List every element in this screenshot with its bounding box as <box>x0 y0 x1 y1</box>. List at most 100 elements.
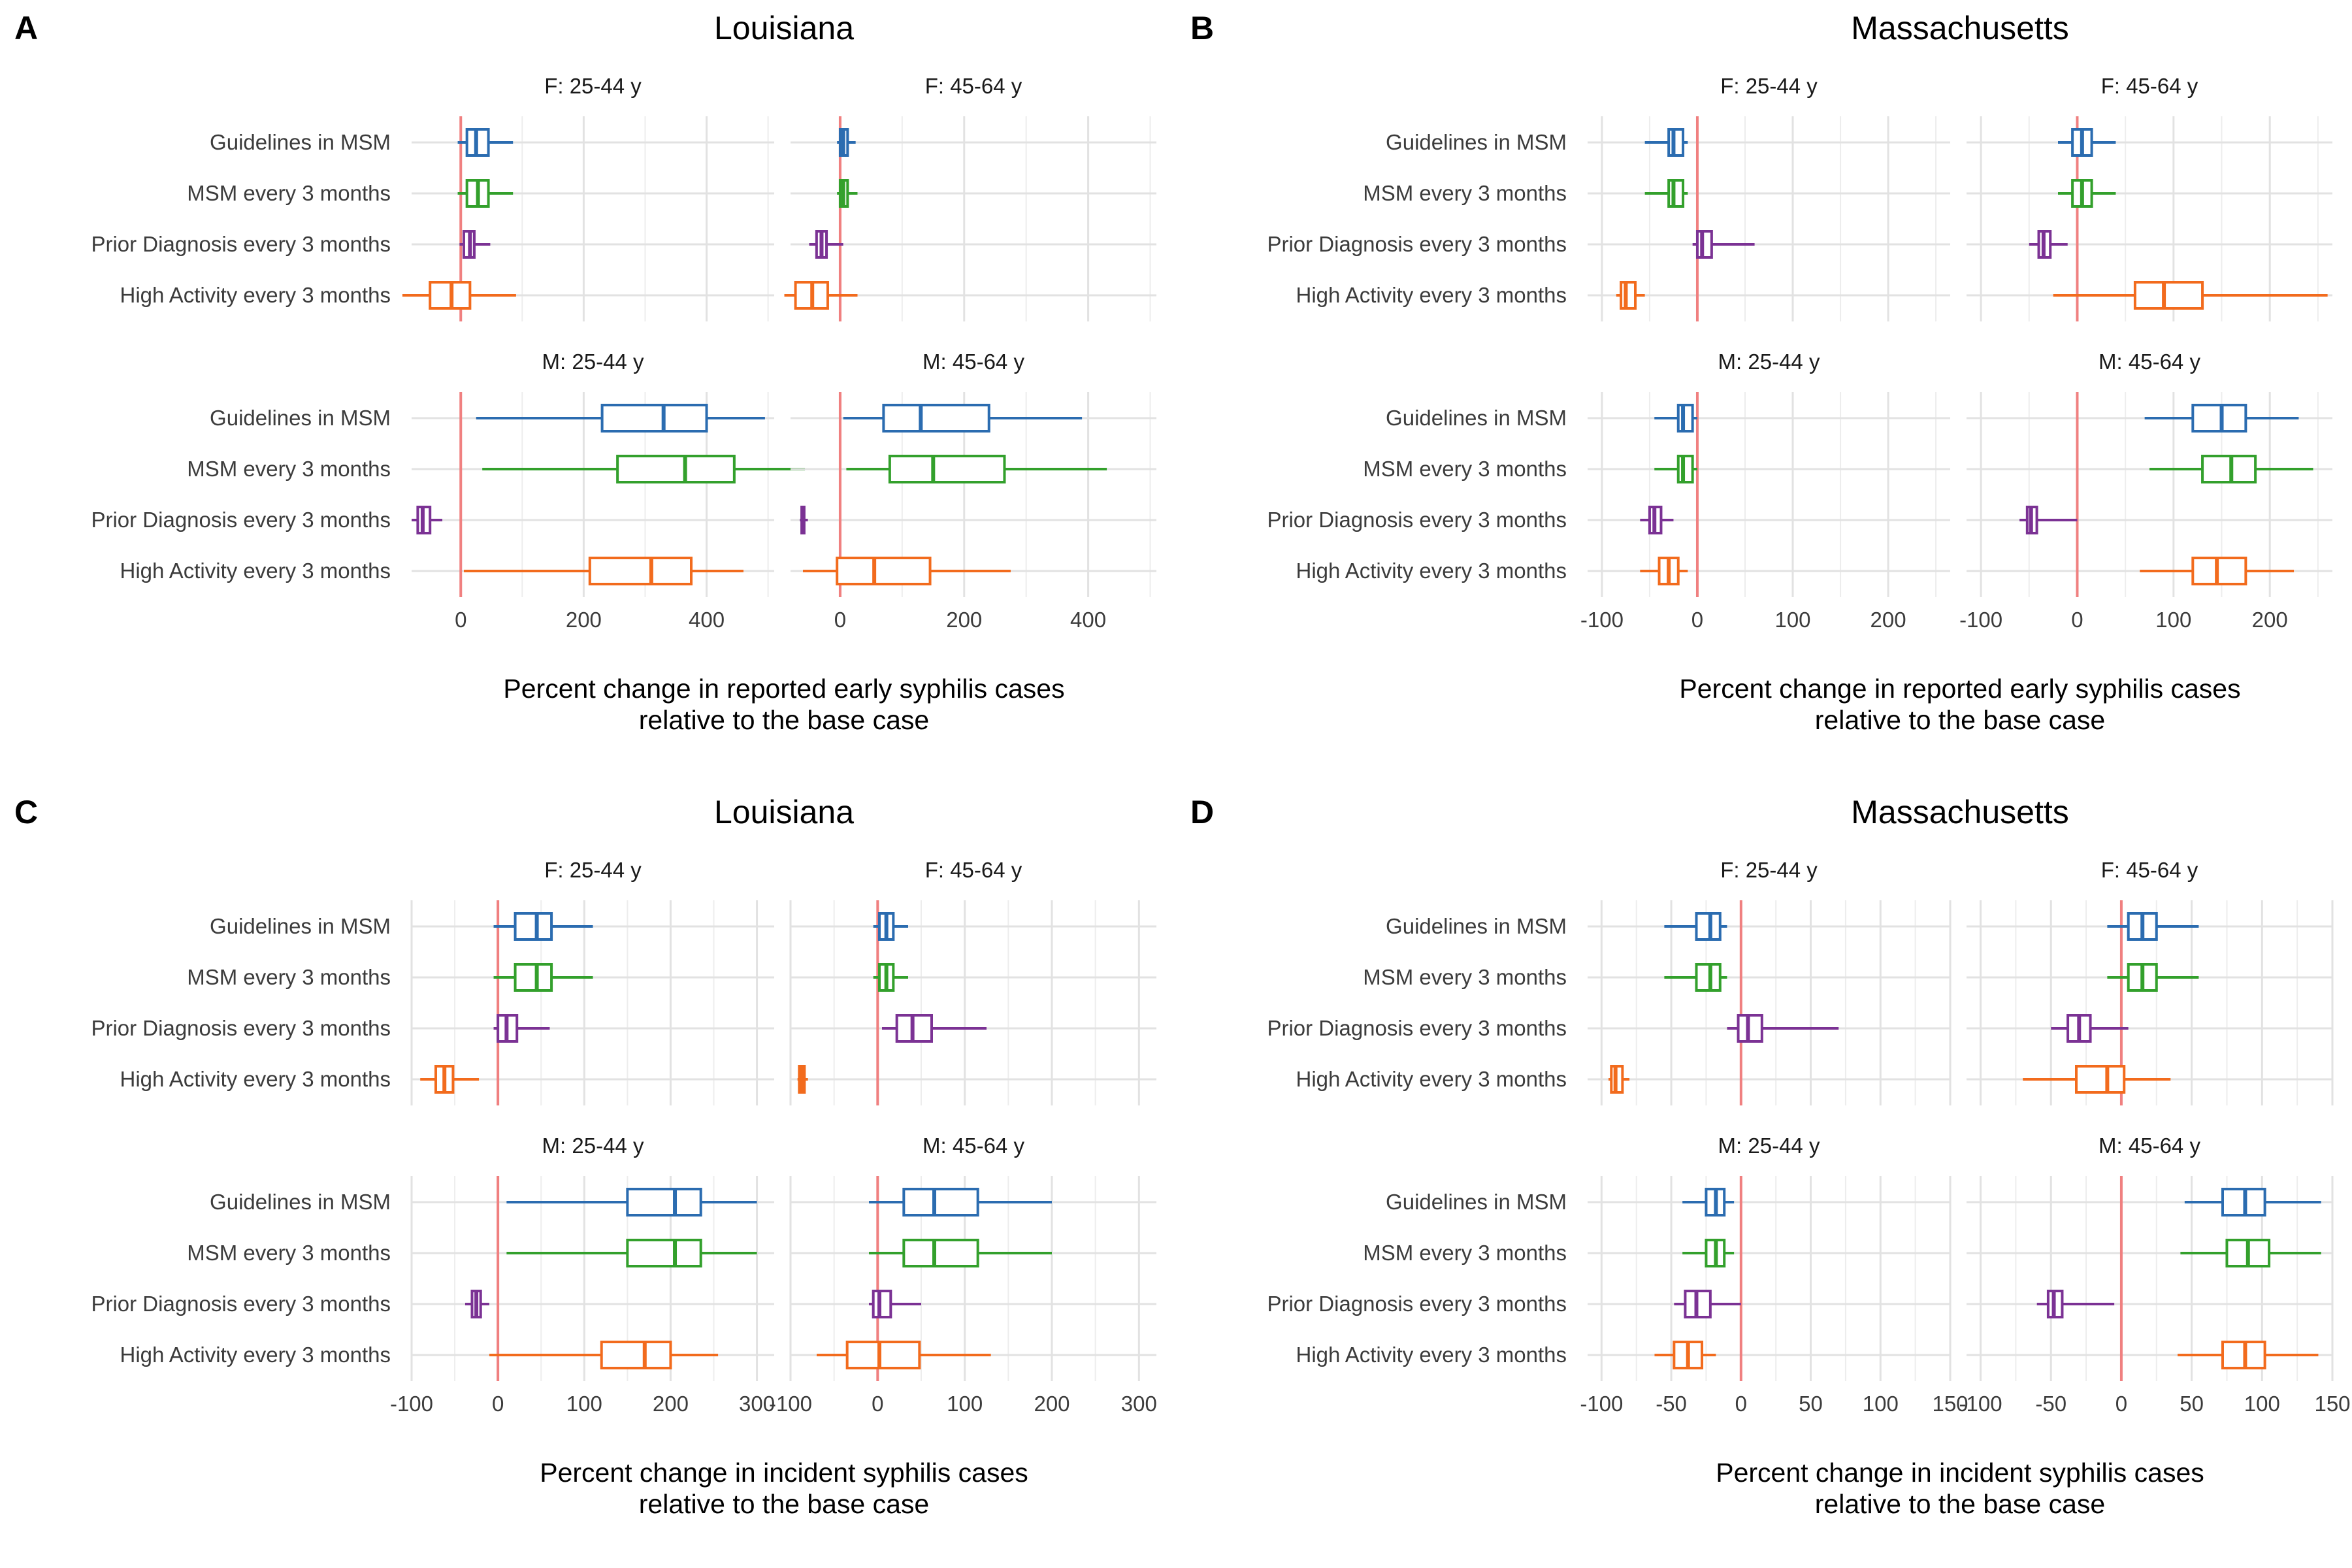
box-iqr <box>1676 404 1694 433</box>
boxplot-mark <box>412 506 443 534</box>
box-iqr <box>888 455 1006 483</box>
boxplot-mark <box>784 281 858 310</box>
facet: F: 45-64 y <box>1967 74 2332 321</box>
boxplot-mark <box>2029 230 2068 259</box>
facet: F: 25-44 y Guidelines in MSM MSM every 3 m… <box>91 858 774 1105</box>
boxplot-mark <box>2107 963 2199 992</box>
boxplot-mark <box>2058 128 2116 157</box>
boxplot-mark <box>802 557 1011 585</box>
boxplot-mark <box>457 179 514 208</box>
box-iqr <box>1737 1014 1763 1043</box>
boxplot-mark <box>1664 912 1727 941</box>
panel-d: D Massachusetts F: 25-44 y Guidelines in MS… <box>1190 794 2351 1519</box>
category-label: High Activity every 3 months <box>1296 1067 1567 1091</box>
facet: M: 45-64 y 0 200 400 <box>791 350 1156 632</box>
x-tick-label: -50 <box>1656 1392 1687 1416</box>
x-tick-label: 200 <box>653 1392 689 1416</box>
boxplot-mark <box>506 1188 757 1217</box>
box-iqr <box>1667 179 1685 208</box>
boxplot-mark <box>420 1065 480 1094</box>
boxplot-mark <box>476 404 765 433</box>
x-tick-label: -100 <box>1959 608 2002 632</box>
x-tick-label: -100 <box>769 1392 812 1416</box>
x-tick-label: 0 <box>2115 1392 2127 1416</box>
facet: F: 25-44 y Guidelines in MSM MSM every 3 m… <box>1267 74 1950 321</box>
x-tick-label: 0 <box>492 1392 504 1416</box>
boxplot-mark <box>1654 404 1697 433</box>
category-label: Guidelines in MSM <box>210 1190 391 1214</box>
boxplot-mark <box>402 281 516 310</box>
boxplot-mark <box>463 557 743 585</box>
box-iqr <box>626 1239 702 1267</box>
box-iqr <box>1620 281 1637 310</box>
category-label: High Activity every 3 months <box>120 283 391 307</box>
x-axis-title-line1: Percent change in reported early syphili… <box>1679 674 2240 704</box>
boxplot-mark <box>809 230 843 259</box>
x-tick-label: 0 <box>455 608 466 632</box>
boxplot-mark <box>1692 230 1755 259</box>
category-label: Prior Diagnosis every 3 months <box>91 508 391 532</box>
category-label: Prior Diagnosis every 3 months <box>1267 1292 1567 1316</box>
boxplot-mark <box>2058 179 2116 208</box>
boxplot-mark <box>837 128 856 157</box>
category-label: MSM every 3 months <box>187 1241 391 1265</box>
panel-title: Louisiana <box>714 10 854 46</box>
boxplot-mark <box>869 1239 1052 1267</box>
boxplot-mark <box>457 128 514 157</box>
category-label: MSM every 3 months <box>187 965 391 989</box>
x-tick-label: 200 <box>566 608 602 632</box>
boxplot-mark <box>1682 1239 1735 1267</box>
x-tick-label: 200 <box>2252 608 2288 632</box>
x-tick-label: 100 <box>1774 608 1810 632</box>
boxplot-mark <box>465 1290 489 1318</box>
box-iqr <box>872 1290 892 1318</box>
panel-letter: A <box>14 10 38 46</box>
box-iqr <box>902 1239 979 1267</box>
boxplot-mark <box>506 1239 757 1267</box>
boxplot-mark <box>2178 1341 2319 1369</box>
category-label: High Activity every 3 months <box>1296 283 1567 307</box>
facet-title: F: 25-44 y <box>1720 74 1818 98</box>
box-iqr <box>1695 230 1713 259</box>
boxplot-mark <box>482 455 806 483</box>
x-tick-label: 0 <box>834 608 846 632</box>
facet-title: F: 45-64 y <box>2101 858 2198 882</box>
x-tick-label: 100 <box>2155 608 2191 632</box>
panel-title: Massachusetts <box>1851 10 2068 46</box>
panel-letter: C <box>14 794 38 830</box>
box-iqr <box>2133 281 2204 310</box>
boxplot-mark <box>837 179 858 208</box>
boxplot-mark <box>2019 506 2078 534</box>
facet: M: 45-64 y -100 -50 0 50 100 150 <box>1959 1134 2351 1416</box>
boxplot-mark <box>493 912 593 941</box>
category-label: Prior Diagnosis every 3 months <box>1267 1016 1567 1040</box>
box-iqr <box>902 1188 979 1217</box>
boxplot-mark <box>869 1290 921 1318</box>
facet: M: 45-64 y -100 0 100 200 <box>1959 350 2332 632</box>
category-label: MSM every 3 months <box>187 457 391 481</box>
category-label: MSM every 3 months <box>187 181 391 205</box>
boxplot-mark <box>2184 1188 2321 1217</box>
x-tick-label: 50 <box>2180 1392 2204 1416</box>
box-iqr <box>600 1341 672 1369</box>
boxplot-mark <box>489 1341 719 1369</box>
boxplot-mark <box>2144 404 2299 433</box>
facet-title: M: 25-44 y <box>542 1134 644 1158</box>
x-axis-title-line2: relative to the base case <box>1815 705 2105 735</box>
box-iqr <box>2191 557 2247 585</box>
boxplot-mark <box>1616 281 1645 310</box>
category-label: High Activity every 3 months <box>120 559 391 583</box>
box-iqr <box>2191 404 2247 433</box>
x-tick-label: -100 <box>390 1392 433 1416</box>
box-iqr <box>626 1188 702 1217</box>
facet: M: 25-44 y Guidelines in MSM MSM every 3 m… <box>91 350 806 632</box>
boxplot-mark <box>2051 1014 2129 1043</box>
category-label: High Activity every 3 months <box>1296 1343 1567 1367</box>
x-axis-title-line2: relative to the base case <box>1815 1489 2105 1519</box>
boxplot-mark <box>1640 506 1674 534</box>
box-iqr <box>514 912 553 941</box>
panel-b: B Massachusetts F: 25-44 y Guidelines in MS… <box>1190 10 2332 735</box>
boxplot-mark <box>2180 1239 2321 1267</box>
boxplot-mark <box>843 404 1083 433</box>
category-label: Guidelines in MSM <box>1386 130 1567 154</box>
